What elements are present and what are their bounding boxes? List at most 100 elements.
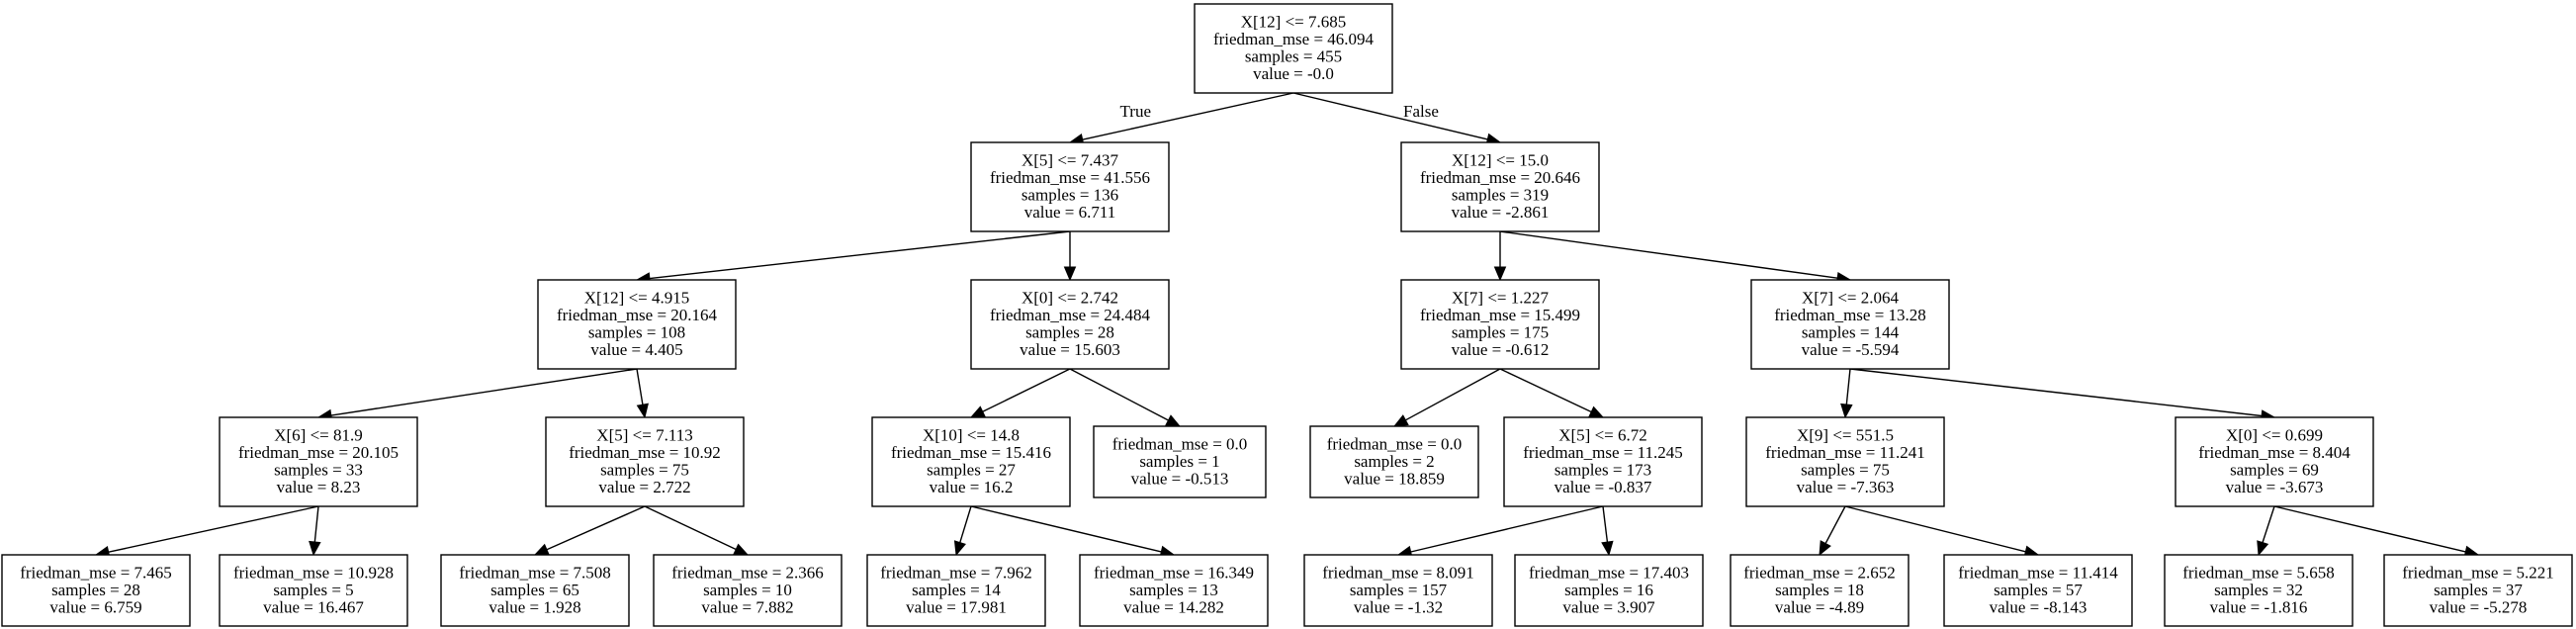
arrowhead-icon xyxy=(1165,414,1182,427)
node-line: friedman_mse = 0.0 xyxy=(1327,434,1463,453)
tree-edge xyxy=(1063,231,1077,282)
node-line: samples = 37 xyxy=(2434,581,2523,599)
edge-label-false: False xyxy=(1403,102,1439,121)
node-line: value = 6.759 xyxy=(49,597,141,616)
node-line: value = -3.673 xyxy=(2226,478,2324,496)
node-box xyxy=(2164,554,2354,627)
tree-edge xyxy=(635,230,1071,285)
node-line: value = -5.278 xyxy=(2430,597,2528,616)
edge-line xyxy=(108,505,319,553)
node-line: X[0] <= 2.742 xyxy=(1022,289,1118,308)
node-box xyxy=(2383,554,2573,627)
node-line: value = 2.722 xyxy=(598,478,690,496)
node-box xyxy=(440,554,630,627)
node-line: samples = 2 xyxy=(1354,452,1434,471)
node-line: samples = 319 xyxy=(1452,186,1549,205)
node-line: value = -5.594 xyxy=(1802,340,1900,359)
tree-edge xyxy=(1601,505,1614,557)
node-line: samples = 69 xyxy=(2230,461,2319,480)
edges-layer: True False xyxy=(94,92,2480,559)
node-box xyxy=(537,279,737,370)
node-line: value = 14.282 xyxy=(1123,597,1224,616)
node-line: X[5] <= 6.72 xyxy=(1558,426,1647,445)
node-line: friedman_mse = 7.962 xyxy=(880,563,1032,582)
edge-line xyxy=(649,230,1071,280)
tree-edge xyxy=(1849,368,2276,422)
node-line: friedman_mse = 15.499 xyxy=(1420,306,1580,324)
node-line: value = -1.32 xyxy=(1354,597,1443,616)
node-line: samples = 27 xyxy=(927,461,1016,480)
tree-edge xyxy=(94,505,319,559)
node-line: friedman_mse = 24.484 xyxy=(990,306,1151,324)
node-line: samples = 1 xyxy=(1139,452,1219,471)
arrowhead-icon xyxy=(1493,266,1507,282)
node-line: samples = 28 xyxy=(51,581,140,599)
node-line: friedman_mse = 20.105 xyxy=(238,443,399,462)
edge-line xyxy=(330,368,638,416)
tree-edge xyxy=(636,368,649,419)
node-line: value = 18.859 xyxy=(1344,469,1445,488)
tree-edge xyxy=(1396,505,1604,559)
node-line: friedman_mse = 46.094 xyxy=(1213,30,1375,48)
node-line: samples = 75 xyxy=(1801,461,1890,480)
node-box xyxy=(970,141,1170,232)
node-box xyxy=(219,416,418,507)
node-line: samples = 455 xyxy=(1245,47,1342,66)
node-line: friedman_mse = 7.465 xyxy=(20,563,172,582)
node-line: friedman_mse = 10.928 xyxy=(233,563,394,582)
tree-edge xyxy=(2273,505,2480,558)
tree-edge xyxy=(970,505,1176,558)
node-line: X[5] <= 7.113 xyxy=(596,426,692,445)
tree-edge xyxy=(969,368,1071,418)
edge-line xyxy=(970,505,1162,553)
node-line: X[10] <= 14.8 xyxy=(923,426,1020,445)
arrowhead-icon xyxy=(969,405,986,418)
node-line: value = -0.612 xyxy=(1452,340,1550,359)
node-line: value = 7.882 xyxy=(701,597,793,616)
node-line: friedman_mse = 0.0 xyxy=(1112,434,1248,453)
edge-line xyxy=(1405,368,1501,421)
node-box xyxy=(1093,425,1267,498)
edge-line xyxy=(982,368,1071,412)
node-line: friedman_mse = 7.508 xyxy=(459,563,611,582)
node-line: friedman_mse = 13.28 xyxy=(1774,306,1926,324)
node-line: friedman_mse = 8.091 xyxy=(1322,563,1474,582)
node-line: value = 16.467 xyxy=(263,597,364,616)
edge-line xyxy=(546,505,646,551)
node-box xyxy=(1400,141,1600,232)
node-line: value = 16.2 xyxy=(930,478,1014,496)
node-box xyxy=(1400,279,1600,370)
node-line: value = 15.603 xyxy=(1020,340,1120,359)
edge-line xyxy=(1292,92,1488,140)
tree-edge: True xyxy=(1068,92,1294,146)
edge-line xyxy=(1410,505,1604,553)
node-line: samples = 13 xyxy=(1129,581,1218,599)
node-line: samples = 33 xyxy=(274,461,363,480)
node-box xyxy=(871,416,1071,507)
node-line: samples = 144 xyxy=(1802,323,1900,342)
node-line: friedman_mse = 5.658 xyxy=(2182,563,2335,582)
edge-line xyxy=(959,505,972,543)
tree-edge xyxy=(1840,368,1853,419)
node-line: samples = 28 xyxy=(1025,323,1114,342)
node-box xyxy=(1309,425,1479,498)
tree-edge: False xyxy=(1292,92,1502,145)
node-line: value = 4.405 xyxy=(590,340,682,359)
node-line: samples = 14 xyxy=(912,581,1001,599)
